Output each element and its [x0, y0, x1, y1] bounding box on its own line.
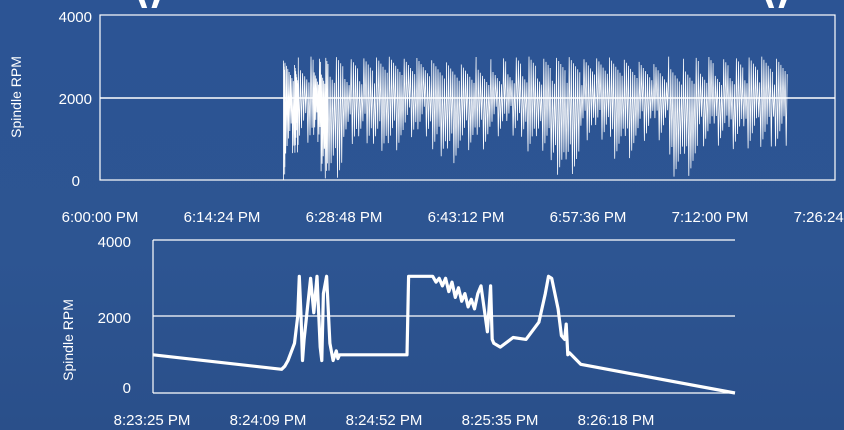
- title-fragment-right: y: [765, 0, 788, 29]
- chart2-y-tick-4000: 4000: [98, 234, 131, 251]
- chart2-x-tick-label: 8:25:35 PM: [462, 412, 539, 429]
- chart1-y-tick-4000: 4000: [59, 9, 92, 26]
- chart2-y-axis-label: Spindle RPM: [60, 299, 76, 381]
- chart2-y-tick-0: 0: [123, 380, 131, 397]
- chart1-x-tick-label: 6:14:24 PM: [184, 209, 261, 226]
- chart2-x-tick-label: 8:24:52 PM: [346, 412, 423, 429]
- chart2-series-line: [152, 274, 736, 395]
- chart2-x-tick-label: 8:23:25 PM: [114, 412, 191, 429]
- chart1-series-line: [165, 56, 788, 181]
- chart1-y-tick-2000: 2000: [59, 91, 92, 108]
- chart1-x-tick-label: 7:12:00 PM: [672, 209, 749, 226]
- chart1-x-tick-label: 6:43:12 PM: [428, 209, 505, 226]
- chart2-x-tick-label: 8:26:18 PM: [578, 412, 655, 429]
- chart1-x-tick-labels: 6:00:00 PM 6:14:24 PM 6:28:48 PM 6:43:12 PM…: [62, 209, 844, 226]
- chart1-y-axis-label: Spindle RPM: [8, 56, 24, 138]
- chart2-x-tick-label: 8:24:09 PM: [230, 412, 307, 429]
- chart2-x-tick-labels: 8:23:25 PM 8:24:09 PM 8:24:52 PM 8:25:35 PM…: [114, 412, 655, 429]
- chart-spindle-rpm-detail: 4000 2000 0 Spindle RPM 8:23:25 PM 8:24:0…: [60, 234, 736, 429]
- chart1-x-tick-label: 6:57:36 PM: [550, 209, 627, 226]
- title-fragment-left: y: [138, 0, 161, 29]
- chart1-y-tick-0: 0: [72, 173, 80, 190]
- chart1-x-tick-label: 6:28:48 PM: [306, 209, 383, 226]
- chart1-x-tick-label: 6:00:00 PM: [62, 209, 139, 226]
- chart1-x-tick-label: 7:26:24 PM: [794, 209, 844, 226]
- chart2-y-tick-2000: 2000: [98, 310, 131, 327]
- chart-spindle-rpm-session: 4000 2000 0 Spindle RPM 6:00:00 PM 6:14:2…: [8, 9, 844, 226]
- title-fragment: y y: [138, 0, 788, 29]
